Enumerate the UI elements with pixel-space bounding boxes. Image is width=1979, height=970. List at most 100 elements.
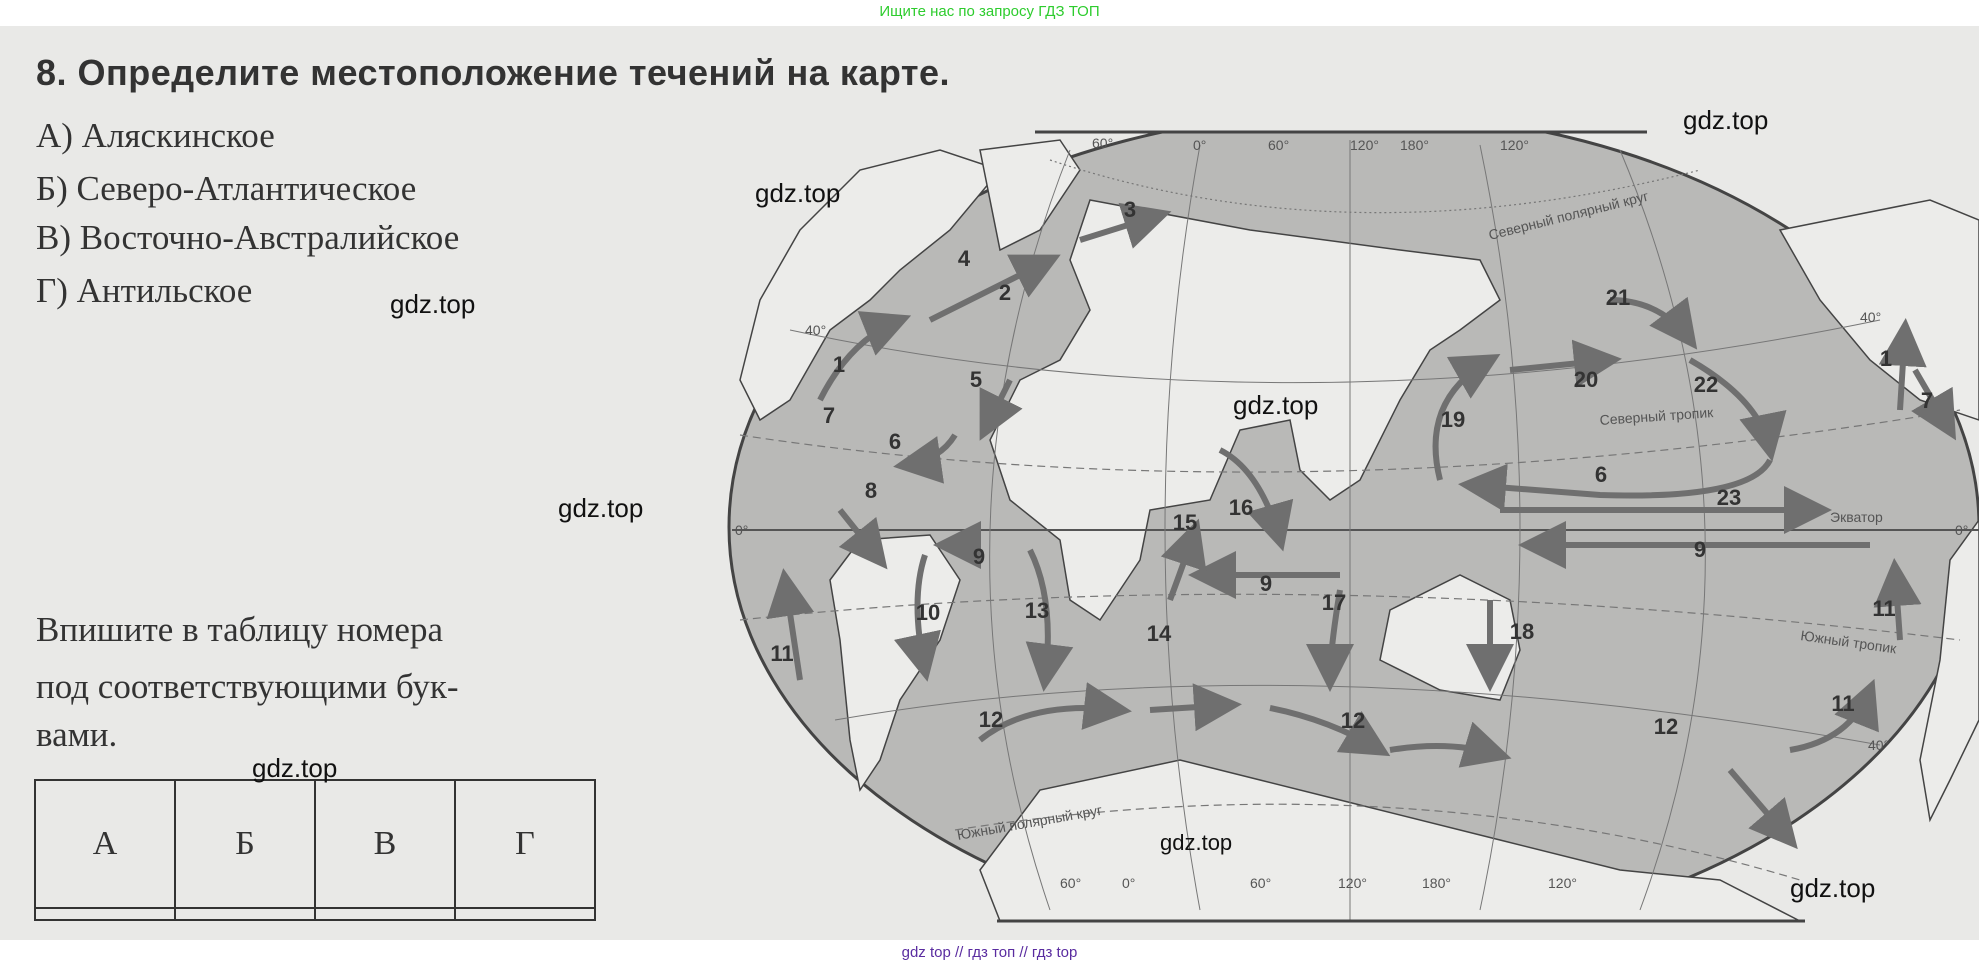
current-number: 11 <box>1872 596 1895 621</box>
antarctic-circle-line <box>954 803 1801 881</box>
degree-label: 40° <box>1860 309 1881 325</box>
degree-label: 120° <box>1338 875 1367 891</box>
current-arrow <box>1079 202 1172 249</box>
degree-label: 0° <box>1193 137 1206 153</box>
current-number: 5 <box>970 367 982 392</box>
current-arrow <box>1160 518 1207 602</box>
current-arrow <box>1432 354 1501 481</box>
task-item-v: В) Восточно-Австралийское <box>36 218 460 257</box>
current-arrow <box>766 568 815 681</box>
current-number: 11 <box>1831 691 1854 716</box>
task-title: 8. Определите местоположение течений на … <box>36 52 951 93</box>
current-number: 17 <box>1322 590 1346 615</box>
answer-cell-b[interactable] <box>174 906 316 922</box>
current-number: 8 <box>865 478 877 503</box>
answer-table-input-row <box>34 906 596 922</box>
current-number: 3 <box>1124 197 1136 222</box>
current-number: 7 <box>823 403 835 428</box>
watermark: gdz.top <box>252 753 338 783</box>
degree-label: 0° <box>1122 875 1135 891</box>
header-g: Г <box>454 779 596 909</box>
degree-label: 0° <box>735 522 748 538</box>
degree-label: 60° <box>1092 135 1113 151</box>
current-arrow <box>893 433 958 484</box>
current-number: 14 <box>1147 621 1172 646</box>
current-number: 13 <box>1025 598 1049 623</box>
current-arrow <box>1218 447 1294 552</box>
current-number: 6 <box>889 429 901 454</box>
current-arrow <box>817 311 912 402</box>
current-number: 9 <box>973 544 985 569</box>
current-number: 19 <box>1441 407 1465 432</box>
north-america-land <box>739 149 1002 422</box>
watermark: gdz.top <box>1233 390 1319 420</box>
current-number: 1 <box>833 352 845 377</box>
current-number: 18 <box>1510 619 1534 644</box>
current-number: 12 <box>1654 714 1678 739</box>
top-banner: Ищите нас по запросу ГДЗ ТОП <box>0 0 1979 26</box>
degree-label: 60° <box>1250 875 1271 891</box>
current-number: 1 <box>1880 346 1892 371</box>
current-arrow <box>928 254 1061 323</box>
instruction-line: Впишите в таблицу номера <box>36 610 443 649</box>
greenland-land <box>979 139 1081 252</box>
current-arrow <box>1509 339 1622 388</box>
current-arrow <box>1269 705 1391 757</box>
antarctica-land <box>979 759 1801 921</box>
answer-cell-a[interactable] <box>34 906 176 922</box>
degree-label: 40° <box>805 322 826 338</box>
current-arrow <box>1688 357 1787 462</box>
instruction-line: вами. <box>36 715 118 754</box>
current-number: 6 <box>1595 462 1607 487</box>
task-item-b: Б) Северо-Атлантическое <box>36 169 417 208</box>
current-arrow <box>837 508 888 570</box>
current-number: 10 <box>916 600 940 625</box>
current-arrow <box>893 554 941 682</box>
current-number: 9 <box>1260 571 1272 596</box>
watermark: gdz.top <box>1790 873 1876 903</box>
current-arrows <box>766 202 1957 850</box>
current-arrow <box>1727 768 1798 850</box>
parallel-40n <box>789 319 1881 384</box>
degree-label: 0° <box>1955 522 1968 538</box>
watermark: gdz.top <box>1683 105 1769 135</box>
degree-label: 40° <box>1868 737 1889 753</box>
south-america-east-land <box>1919 518 1979 823</box>
current-number: 15 <box>1173 510 1197 535</box>
top-banner-text: Ищите нас по запросу ГДЗ ТОП <box>879 3 1100 20</box>
current-arrow <box>1306 589 1355 692</box>
current-arrow <box>1878 318 1927 411</box>
answer-cell-g[interactable] <box>454 906 596 922</box>
current-number: 22 <box>1694 372 1718 397</box>
header-a: А <box>34 779 176 909</box>
answer-cell-v[interactable] <box>314 906 456 922</box>
header-b: Б <box>174 779 316 909</box>
task-item-g: Г) Антильское <box>36 271 253 310</box>
current-arrow <box>1149 683 1242 732</box>
current-arrow <box>1609 296 1698 350</box>
current-arrow <box>1911 368 1957 441</box>
current-arrow <box>978 682 1132 743</box>
current-arrow <box>1789 678 1879 753</box>
current-number: 21 <box>1606 285 1630 310</box>
answer-table-header-row: А Б В Г <box>34 779 596 909</box>
degree-label: 60° <box>1060 875 1081 891</box>
tropic-cancer-label: Северный тропик <box>1599 404 1714 428</box>
watermark: gdz.top <box>755 178 841 208</box>
current-number: 4 <box>958 246 971 271</box>
current-number: 11 <box>770 641 793 666</box>
current-number: 23 <box>1717 485 1741 510</box>
current-number: 12 <box>1341 708 1365 733</box>
degree-label: 120° <box>1548 875 1577 891</box>
current-number-labels: 1234567891011121314151617912181920212262… <box>770 197 1933 739</box>
watermark: gdz.top <box>558 493 644 523</box>
current-number: 7 <box>1921 388 1933 413</box>
current-number: 16 <box>1229 495 1253 520</box>
current-number: 20 <box>1574 367 1598 392</box>
header-v: В <box>314 779 456 909</box>
current-arrow <box>1025 548 1074 692</box>
current-number: 12 <box>979 707 1003 732</box>
current-arrow <box>1873 558 1922 641</box>
bottom-banner-text: gdz top // гдз топ // гдз top <box>901 944 1078 961</box>
instruction-line: под соответствующими бук- <box>36 667 459 706</box>
